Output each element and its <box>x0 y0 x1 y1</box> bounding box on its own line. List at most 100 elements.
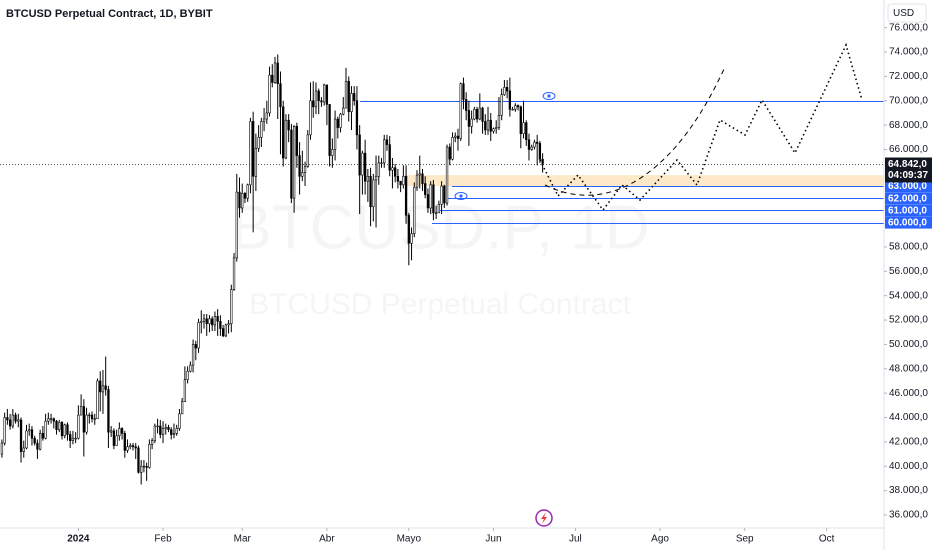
candle-body <box>391 167 394 171</box>
candle-body <box>252 121 255 177</box>
y-tick-label: 68.000,0 <box>889 120 928 131</box>
candle-body <box>19 419 23 452</box>
candle-body <box>208 318 211 324</box>
eye-icon[interactable] <box>542 92 556 100</box>
candle-body <box>451 136 454 160</box>
candle-body <box>388 144 391 171</box>
candle-body <box>107 389 110 433</box>
lightning-icon[interactable] <box>535 509 553 527</box>
candle-body <box>298 155 301 177</box>
eye-icon[interactable] <box>454 192 468 200</box>
candle-body <box>467 110 471 127</box>
candle-body <box>361 152 364 176</box>
candle-body <box>355 100 359 136</box>
candle-body <box>159 425 162 435</box>
candle-body <box>232 257 236 290</box>
candle-body <box>374 175 378 181</box>
candle-body <box>99 380 102 393</box>
candle-body <box>96 380 99 420</box>
y-tick-label: 46.000,0 <box>889 388 928 399</box>
currency-button[interactable] <box>887 3 927 23</box>
candle-body <box>227 323 230 326</box>
candle-body <box>41 433 45 439</box>
x-tick-label: Mar <box>234 534 252 545</box>
candle-body <box>372 179 375 208</box>
candle-body <box>101 385 105 393</box>
candle-body <box>489 119 492 132</box>
x-tick-label: Abr <box>319 534 335 545</box>
y-tick-label: 66.000,0 <box>889 144 928 155</box>
y-tick-label: 48.000,0 <box>889 363 928 374</box>
candle-body <box>224 324 227 337</box>
candle-body <box>358 134 361 176</box>
y-tick-label: 52.000,0 <box>889 315 928 326</box>
lines-layer <box>0 101 884 224</box>
candle-body <box>38 433 42 450</box>
x-tick-label: Oct <box>819 534 835 545</box>
candle-body <box>205 318 208 324</box>
candle-body <box>131 445 135 448</box>
candle-body <box>328 104 331 156</box>
candle-body <box>17 419 20 422</box>
candle-body <box>342 107 345 115</box>
candle-body <box>137 447 140 473</box>
candle-body <box>295 126 298 156</box>
candle-body <box>216 316 219 322</box>
candle-body <box>394 167 397 177</box>
x-tick-label: Sep <box>736 534 754 545</box>
axis-layer: 36.000,0 38.000,0 40.000,0 42.000,0 44.000,0… <box>67 22 932 545</box>
candle-body <box>530 146 533 150</box>
candle-body <box>219 320 222 329</box>
candle-body <box>323 84 326 103</box>
candle-body <box>508 90 512 110</box>
candle-body <box>262 118 266 122</box>
candle-body <box>454 135 457 138</box>
candle-body <box>254 147 258 177</box>
y-tick-label: 74.000,0 <box>889 47 928 58</box>
candle-body <box>383 139 386 164</box>
candle-body <box>194 344 197 349</box>
projection-curve <box>544 66 726 196</box>
candle-body <box>186 370 189 381</box>
candle-body <box>126 446 129 451</box>
candle-body <box>410 233 413 244</box>
price-label-box <box>885 216 932 229</box>
candle-body <box>402 175 405 186</box>
y-tick-label: 42.000,0 <box>889 437 928 448</box>
candle-body <box>145 465 148 468</box>
candle-body <box>33 437 36 444</box>
candle-body <box>134 446 137 449</box>
watermark: BTCUSD.P, 1D <box>230 193 649 262</box>
currency-label[interactable]: USD <box>893 8 914 19</box>
candle-body <box>170 429 173 435</box>
candle-body <box>3 417 6 444</box>
candle-body <box>246 184 249 199</box>
candle-body <box>486 119 490 131</box>
candle-body <box>221 328 225 337</box>
candle-body <box>104 385 107 390</box>
candle-body <box>197 322 200 349</box>
candle-body <box>465 99 468 111</box>
x-tick-label: Ago <box>651 534 669 545</box>
candle-body <box>8 419 12 427</box>
candle-body <box>500 94 503 116</box>
candle-body <box>279 83 282 108</box>
candle-body <box>314 90 318 108</box>
price-label: 61.000,0 <box>888 206 927 217</box>
candle-body <box>459 83 462 139</box>
candle-body <box>142 465 146 468</box>
candle-body <box>495 127 498 130</box>
candle-body <box>178 413 181 429</box>
candle-body <box>189 364 192 372</box>
candle-body <box>503 87 506 95</box>
candle-body <box>331 149 334 156</box>
last-price-box <box>885 157 932 183</box>
y-tick-label: 76.000,0 <box>889 22 928 33</box>
candle-body <box>429 184 432 209</box>
candle-body <box>58 422 61 430</box>
candle-body <box>243 193 247 199</box>
candle-body <box>478 107 481 120</box>
candle-body <box>90 414 94 420</box>
candle-body <box>385 139 389 145</box>
